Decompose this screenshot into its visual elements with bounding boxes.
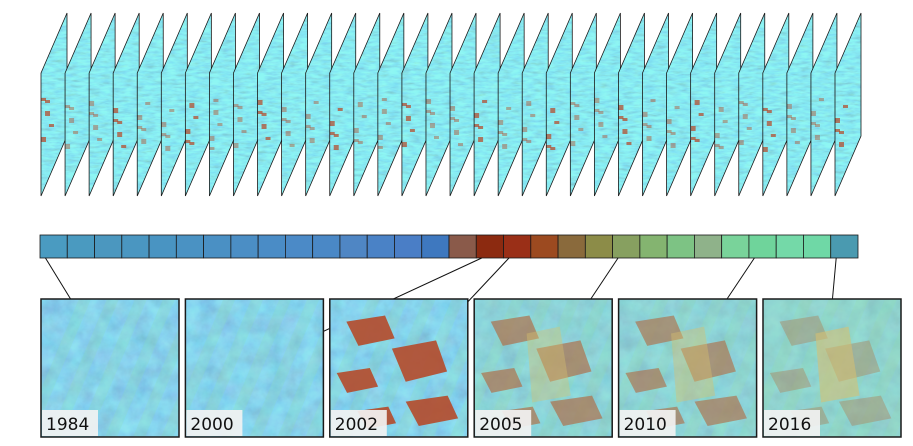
disturbance-patch [680, 340, 736, 382]
timeline-segment [666, 234, 695, 259]
disturbance-patch [625, 368, 667, 393]
year-panels: 1984 2000 2002 2005 2010 2016 [40, 298, 902, 438]
timeline-segment [421, 234, 450, 259]
timeline-segment [39, 234, 68, 259]
timeline-segment [394, 234, 423, 259]
timeline-bar [39, 234, 859, 259]
year-label: 1984 [46, 415, 89, 435]
panel-2000: 2000 [184, 298, 325, 438]
timeline-segment [94, 234, 123, 259]
recovery-patch [815, 326, 860, 403]
disturbance-patch [635, 315, 684, 346]
disturbance-patch [490, 315, 540, 346]
year-label-box [330, 410, 387, 436]
timeline-segment [721, 234, 750, 259]
timeline-segment [612, 234, 641, 259]
timeline-segment [175, 234, 204, 259]
recovery-patch [671, 326, 716, 403]
timeline-segment [339, 234, 368, 259]
timeline-segment [475, 234, 504, 259]
timeline-segment [503, 234, 532, 259]
timeline-segment [557, 234, 586, 259]
disturbance-patch [550, 395, 603, 426]
disturbance-patch [779, 315, 828, 346]
panel-2016: 2016 [762, 298, 902, 438]
disturbance-patch [536, 340, 592, 382]
image-stack [40, 12, 862, 197]
timeline-segment [448, 234, 477, 259]
timeline-segment [121, 234, 150, 259]
timeline-segment [148, 234, 177, 259]
timeline-segment [639, 234, 668, 259]
panel-2010: 2010 [617, 298, 758, 438]
panel-2002: 2002 [329, 298, 469, 438]
disturbance-patch [481, 368, 523, 393]
disturbance-patch [346, 315, 395, 346]
timeline-segment [803, 234, 832, 259]
recovery-patch [526, 326, 571, 403]
timeline-segment [230, 234, 259, 259]
year-label-box [475, 410, 532, 436]
stack-slice [786, 12, 814, 197]
disturbance-patch [391, 340, 448, 382]
stack-slice [834, 12, 862, 197]
timeline-segment [775, 234, 804, 259]
disturbance-patch [405, 395, 459, 426]
timeline-segment [830, 234, 859, 259]
timeline-segment [312, 234, 341, 259]
timeline-segment [284, 234, 314, 259]
panel-1984: 1984 [40, 298, 180, 438]
disturbance-patch [694, 395, 747, 426]
timeline-segment [584, 234, 613, 259]
year-label-box [619, 410, 676, 436]
panel-2005: 2005 [473, 298, 613, 438]
timeline-segment [257, 234, 286, 259]
year-label-box [764, 410, 820, 436]
year-label-box [42, 410, 98, 436]
timeline-segment [694, 234, 723, 259]
timeline-segment [203, 234, 232, 259]
year-label: 2005 [479, 415, 522, 435]
disturbance-patch [838, 395, 892, 426]
timeline-segment [530, 234, 559, 259]
timeline-segment [748, 234, 777, 259]
timeline-segment [366, 234, 395, 259]
year-label: 2016 [768, 415, 811, 435]
year-label: 2000 [190, 415, 233, 435]
disturbance-patch [336, 368, 379, 393]
disturbance-patch [769, 368, 812, 393]
year-label-box [186, 410, 243, 436]
year-label: 2002 [335, 415, 378, 435]
year-label: 2010 [624, 415, 667, 435]
timeline-segment [66, 234, 95, 259]
